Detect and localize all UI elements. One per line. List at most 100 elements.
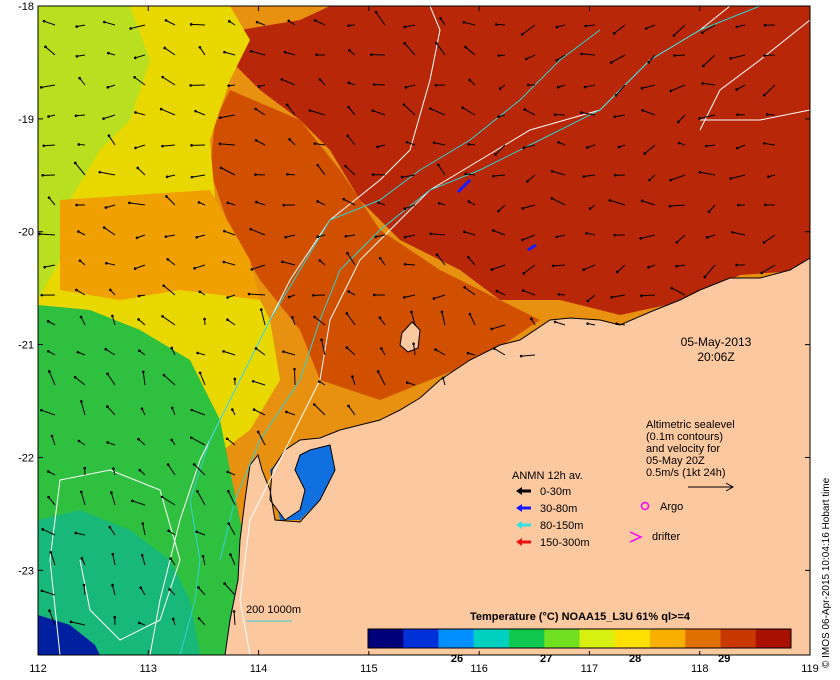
velocity-arrow [375,11,386,26]
velocity-arrow-head [141,370,145,374]
velocity-arrow [167,258,176,266]
velocity-arrow-head [164,19,168,22]
velocity-arrow-head [111,314,114,318]
velocity-arrow [671,287,686,296]
velocity-arrow-head [521,238,524,242]
velocity-arrow-head [670,286,674,290]
velocity-arrow-head [763,54,766,57]
velocity-arrow-head [110,491,113,494]
velocity-arrow-head [226,296,229,299]
velocity-arrow-head [677,141,681,145]
velocity-scale-arrow [688,482,735,492]
velocity-arrow [521,24,536,35]
velocity-arrow-head [227,84,230,88]
velocity-arrow [285,234,296,238]
velocity-arrow-head [249,49,253,53]
velocity-arrow [708,204,716,213]
velocity-arrow-head [169,557,172,560]
velocity-arrow [556,234,566,238]
velocity-arrow [44,264,56,268]
velocity-arrow [404,234,416,238]
velocity-arrow [436,254,446,266]
date-label: 05-May-2013 [681,335,752,349]
velocity-arrow [583,264,596,271]
velocity-arrow-head [583,85,587,89]
velocity-arrow-head [344,164,347,168]
velocity-arrow-head [584,24,588,28]
depth-legend-label: 200 1000m [246,604,301,616]
velocity-arrow-head [585,146,589,149]
velocity-arrow-head [437,163,440,167]
velocity-arrow-head [737,203,740,207]
velocity-arrow [402,174,416,178]
velocity-arrow [165,19,176,26]
velocity-arrow-head [40,408,43,412]
velocity-arrow-head [40,589,44,593]
velocity-arrow-head [463,286,466,289]
velocity-arrow-head [463,230,466,234]
velocity-arrow [764,54,776,57]
velocity-arrow [166,174,176,178]
velocity-arrow [191,409,206,416]
velocity-arrow-head [441,376,445,380]
velocity-arrow-head [106,372,109,376]
velocity-arrow-head [170,406,174,410]
velocity-arrow-head [551,264,555,268]
velocity-arrow [135,111,146,116]
velocity-arrow [677,114,686,123]
velocity-arrow [309,110,326,116]
velocity-arrow-head [467,256,470,259]
velocity-arrow-head [613,173,617,177]
sst-zone-light-green [38,6,150,300]
velocity-arrow [348,405,356,416]
velocity-arrow [224,51,236,56]
velocity-arrow-head [613,233,616,237]
velocity-arrow [706,144,716,147]
lon-tick-label: 119 [801,663,819,675]
velocity-arrow-head [316,235,320,239]
velocity-arrow [430,233,446,236]
anmn-legend-label: 0-30m [540,486,571,498]
velocity-arrow [41,409,56,416]
velocity-arrow [251,264,266,270]
velocity-arrow-head [140,553,144,557]
velocity-arrow-head [105,261,108,265]
velocity-arrow-head [498,87,502,90]
velocity-arrow-head [223,582,226,585]
velocity-arrow-head [672,34,676,37]
velocity-arrow-head [98,170,102,174]
altimetry-line-2: (0.1m contours) [646,431,723,443]
velocity-arrow [469,313,476,326]
velocity-arrow-head [763,93,766,97]
lat-tick-label: -21 [18,340,34,352]
velocity-arrow-head [137,437,140,441]
velocity-arrow [642,109,656,116]
velocity-arrow [404,42,416,56]
velocity-arrow [736,84,746,91]
velocity-arrow [641,200,656,206]
velocity-arrow-head [410,310,413,314]
velocity-arrow-head [189,84,193,87]
velocity-arrow-head [313,142,317,145]
velocity-arrow-head [76,350,80,354]
velocity-arrow-head [312,294,315,297]
velocity-arrow [138,319,146,326]
velocity-arrow-head [736,146,739,150]
velocity-arrow-head [257,85,261,88]
velocity-arrow-head [403,25,407,29]
velocity-arrow-head [259,308,263,311]
velocity-arrow [41,590,56,596]
velocity-arrow-head [553,113,557,116]
velocity-arrow [74,162,86,176]
velocity-arrow-head [254,139,258,142]
velocity-arrow-head [615,270,619,274]
velocity-arrow-head [166,258,170,261]
velocity-arrow-head [195,235,199,239]
velocity-arrow [39,233,56,236]
velocity-arrow-head [285,410,288,414]
velocity-arrow [551,170,566,176]
velocity-arrow-head [556,85,560,89]
velocity-arrow-head [703,275,707,279]
velocity-arrow-head [247,292,251,296]
velocity-arrow [673,24,686,36]
